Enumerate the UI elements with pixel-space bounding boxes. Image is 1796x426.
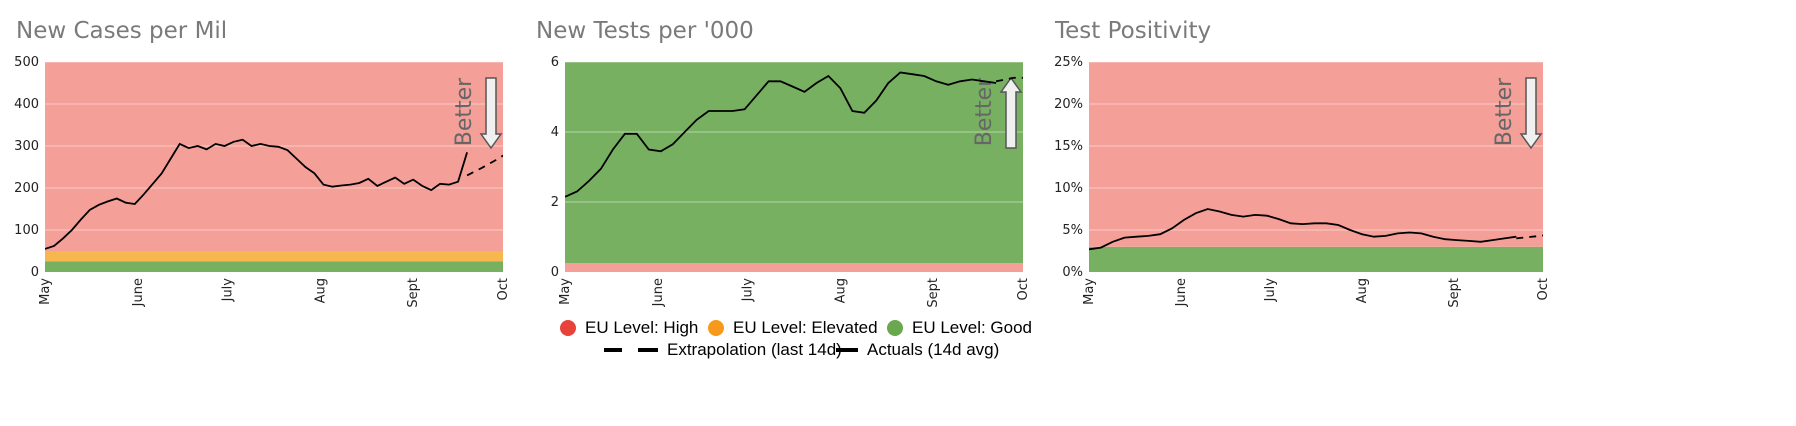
band-good bbox=[45, 261, 503, 272]
y-tick-label: 5% bbox=[1062, 223, 1083, 238]
legend-label-extrapolation: Extrapolation (last 14d) bbox=[667, 340, 842, 359]
x-tick-label: Oct bbox=[1016, 278, 1031, 300]
y-tick-label: 6 bbox=[551, 55, 559, 70]
chart-title-cases: New Cases per Mil bbox=[16, 18, 228, 44]
chart-title-tests: New Tests per '000 bbox=[536, 18, 754, 44]
y-tick-label: 0% bbox=[1062, 265, 1083, 280]
legend-dot-good bbox=[887, 320, 903, 336]
y-tick-label: 0 bbox=[551, 265, 559, 280]
y-tick-label: 0 bbox=[31, 265, 39, 280]
band-elevated bbox=[45, 251, 503, 262]
x-tick-label: Aug bbox=[313, 278, 328, 303]
x-tick-label: June bbox=[131, 278, 146, 307]
x-tick-label: Sept bbox=[406, 278, 421, 308]
y-tick-label: 2 bbox=[551, 195, 559, 210]
band-high bbox=[1089, 62, 1543, 247]
band-high bbox=[565, 263, 1023, 272]
better-label: Better bbox=[972, 77, 997, 146]
x-tick-label: Sept bbox=[926, 278, 941, 308]
y-tick-label: 10% bbox=[1054, 181, 1083, 196]
x-tick-label: June bbox=[651, 278, 666, 307]
y-tick-label: 15% bbox=[1054, 139, 1083, 154]
series-actuals-line bbox=[1089, 208, 1517, 251]
band-high bbox=[45, 62, 503, 251]
y-tick-label: 500 bbox=[14, 55, 39, 70]
x-tick-label: Aug bbox=[833, 278, 848, 303]
x-tick-label: May bbox=[38, 278, 53, 305]
y-tick-label: 20% bbox=[1054, 97, 1083, 112]
series-actuals-line bbox=[45, 138, 468, 250]
chart-positivity: 0% 5% 10% 15% 20% 25% May June July Aug Sept Oct Bet… bbox=[1054, 55, 1551, 308]
x-tick-label: July bbox=[221, 278, 236, 303]
band-good bbox=[1089, 246, 1543, 272]
legend-dot-elevated bbox=[708, 320, 724, 336]
x-tick-label: May bbox=[558, 278, 573, 305]
series-extrapolation-line bbox=[1516, 234, 1543, 240]
legend-label-elevated: EU Level: Elevated bbox=[733, 318, 878, 337]
better-label: Better bbox=[1492, 77, 1517, 146]
legend-item-elevated[interactable]: EU Level: Elevated bbox=[708, 318, 878, 338]
x-tick-label: Oct bbox=[496, 278, 511, 300]
x-tick-label: Aug bbox=[1355, 278, 1370, 303]
y-tick-label: 4 bbox=[551, 125, 559, 140]
legend-item-actuals[interactable]: Actuals (14d avg) bbox=[836, 340, 999, 360]
legend-dash-extrapolation bbox=[604, 348, 658, 352]
y-tick-label: 300 bbox=[14, 139, 39, 154]
band-good bbox=[565, 62, 1023, 264]
legend-label-actuals: Actuals (14d avg) bbox=[867, 340, 1000, 359]
legend-label-good: EU Level: Good bbox=[912, 318, 1033, 337]
x-tick-label: July bbox=[741, 278, 756, 303]
x-tick-label: July bbox=[1263, 278, 1278, 303]
x-tick-label: May bbox=[1082, 278, 1097, 305]
legend-label-high: EU Level: High bbox=[585, 318, 699, 337]
chart-tests: 0 2 4 6 May June July Aug Sept Oct Better bbox=[551, 55, 1031, 308]
chart-title-positivity: Test Positivity bbox=[1055, 18, 1212, 44]
legend-item-high[interactable]: EU Level: High bbox=[560, 318, 698, 338]
x-tick-label: Oct bbox=[1536, 278, 1551, 300]
x-tick-label: June bbox=[1174, 278, 1189, 307]
chart-cases: 0 100 200 300 400 500 May June July Aug Sept Oct Bet… bbox=[14, 55, 511, 308]
y-tick-label: 200 bbox=[14, 181, 39, 196]
legend-item-good[interactable]: EU Level: Good bbox=[887, 318, 1032, 338]
legend-dash-actuals bbox=[836, 348, 858, 352]
y-tick-label: 100 bbox=[14, 223, 39, 238]
better-arrow-icon bbox=[999, 76, 1023, 149]
series-actuals-line bbox=[565, 71, 997, 198]
y-tick-label: 25% bbox=[1054, 55, 1083, 70]
legend-item-extrapolation[interactable]: Extrapolation (last 14d) bbox=[604, 340, 842, 360]
better-label: Better bbox=[452, 77, 477, 146]
better-arrow-icon bbox=[479, 77, 503, 150]
better-arrow-icon bbox=[1519, 77, 1543, 150]
x-tick-label: Sept bbox=[1447, 278, 1462, 308]
legend-dot-high bbox=[560, 320, 576, 336]
y-tick-label: 400 bbox=[14, 97, 39, 112]
